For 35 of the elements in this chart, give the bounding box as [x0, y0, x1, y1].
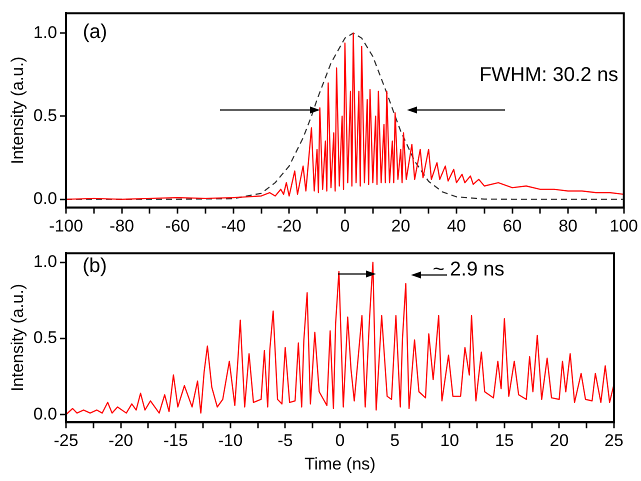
y-axis-title: Intensity (a.u.) — [8, 284, 27, 392]
annotation: (b) — [82, 255, 107, 278]
x-axis-title: Time (ns) — [304, 454, 376, 474]
x-tick-label: 20 — [391, 216, 410, 236]
annotation: (a) — [82, 21, 108, 44]
y-tick-label: 0.0 — [33, 188, 58, 208]
x-tick-label: 25 — [604, 431, 624, 450]
x-tick-label: -10 — [218, 431, 243, 450]
x-tick-label: 10 — [440, 431, 460, 450]
x-tick-label: -25 — [54, 431, 78, 450]
x-tick-label: 20 — [550, 431, 569, 450]
y-tick-label: 1.0 — [33, 252, 58, 272]
x-tick-label: -100 — [49, 216, 84, 236]
y-tick-label: 1.0 — [33, 22, 58, 42]
x-tick-label: 100 — [610, 216, 638, 236]
y-axis-title: Intensity (a.u.) — [8, 56, 27, 164]
x-tick-label: 60 — [502, 216, 522, 236]
x-tick-label: 0 — [335, 431, 345, 450]
x-tick-label: -20 — [108, 431, 134, 450]
x-tick-label: -80 — [110, 216, 134, 236]
y-tick-label: 0.0 — [33, 404, 58, 424]
x-tick-label: -15 — [163, 431, 188, 450]
x-tick-label: -40 — [221, 216, 246, 236]
y-tick-label: 0.5 — [33, 106, 58, 125]
x-tick-label: 80 — [558, 216, 578, 236]
x-tick-label: -5 — [278, 431, 293, 450]
x-tick-label: -20 — [276, 216, 302, 236]
y-tick-label: 0.5 — [33, 328, 58, 348]
annotation: FWHM: 30.2 ns — [479, 64, 618, 86]
x-tick-label: -60 — [165, 216, 190, 236]
annotation: ~ 2.9 ns — [432, 258, 504, 281]
x-tick-label: 0 — [340, 216, 350, 236]
x-tick-label: 40 — [447, 216, 466, 236]
x-tick-label: 15 — [494, 431, 514, 450]
x-tick-label: 5 — [390, 431, 400, 450]
